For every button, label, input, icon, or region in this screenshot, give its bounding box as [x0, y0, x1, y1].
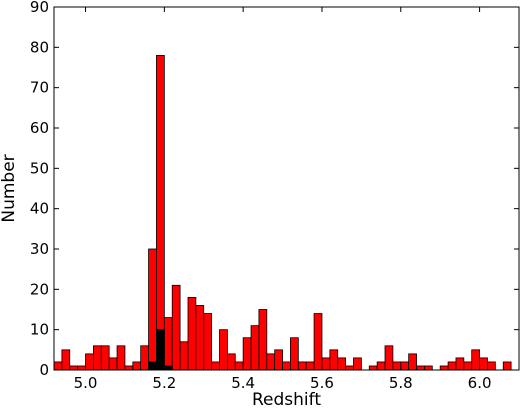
histogram-bar: [242, 337, 252, 371]
histogram-bar: [171, 284, 181, 371]
histogram-bar: [400, 361, 410, 371]
histogram-bar: [124, 365, 134, 371]
histogram-bar: [250, 325, 260, 371]
plot-frame: [53, 6, 520, 371]
histogram-bar: [163, 365, 173, 371]
histogram-bar: [463, 361, 473, 371]
y-tick-label: 90: [30, 0, 49, 16]
histogram-bar: [234, 361, 244, 371]
histogram-bar: [353, 357, 362, 371]
histogram-bar: [502, 361, 512, 371]
x-axis-label: Redshift: [252, 390, 321, 410]
x-tick-label: 5.6: [310, 374, 334, 392]
x-tick-label: 6.0: [468, 374, 492, 392]
histogram-bar: [203, 313, 213, 371]
y-axis-label: Number: [0, 154, 19, 222]
histogram-bar: [471, 349, 480, 371]
histogram-bar: [77, 365, 86, 371]
histogram-bar: [392, 361, 402, 371]
histogram-bar: [179, 341, 189, 371]
histogram-bar: [195, 305, 205, 371]
y-tick-label: 30: [30, 240, 49, 258]
y-tick-label: 10: [30, 321, 49, 339]
histogram-bar: [187, 296, 197, 371]
y-tick-label: 0: [39, 361, 49, 379]
histogram-bar: [148, 248, 157, 371]
histogram-bar: [266, 353, 276, 371]
histogram-bar: [487, 361, 496, 371]
x-tick-label: 5.8: [389, 374, 413, 392]
y-tick-label: 70: [30, 79, 49, 97]
histogram-bar: [274, 349, 283, 371]
histogram-bar: [148, 361, 157, 371]
x-tick-label: 5.4: [231, 374, 255, 392]
histogram-bar: [61, 349, 71, 371]
histogram-bar: [345, 365, 354, 371]
histogram-bar: [116, 345, 126, 371]
histogram-bar: [282, 361, 291, 371]
histogram-bar: [439, 365, 449, 371]
histogram-bar: [297, 361, 307, 371]
histogram-bar: [321, 357, 331, 371]
histogram-bar: [69, 365, 79, 371]
histogram-bar: [416, 365, 425, 371]
x-tick-label: 5.0: [74, 374, 98, 392]
y-tick-label: 20: [30, 280, 49, 298]
histogram-bar: [384, 345, 394, 371]
histogram-bar: [376, 361, 386, 371]
y-tick-label: 60: [30, 119, 49, 137]
histogram-bar: [447, 361, 457, 371]
histogram-bar: [85, 353, 94, 371]
histogram-bar: [408, 353, 417, 371]
histogram-bar: [337, 357, 347, 371]
histogram-bar: [156, 55, 165, 371]
histogram-bar: [163, 317, 173, 371]
histogram-bar: [313, 313, 323, 371]
histogram-bar: [108, 357, 118, 371]
histogram-bar: [219, 329, 228, 371]
histogram-bar: [368, 365, 378, 371]
histogram-bar: [290, 337, 299, 371]
axis-ticks: 5.0 5.2 5.4 5.6 5.8 6.0 0 10 20 30 40 50 60 70 80 90: [30, 0, 519, 392]
y-tick-label: 50: [30, 159, 49, 177]
histogram-bar: [258, 309, 268, 371]
histogram-bar: [305, 361, 315, 371]
x-tick-label: 5.2: [152, 374, 176, 392]
histogram-bar: [132, 361, 142, 371]
histogram-bar: [140, 345, 149, 371]
histogram-bar: [226, 353, 236, 371]
histogram-bar: [156, 329, 165, 371]
histogram-bar: [93, 345, 102, 371]
y-tick-label: 80: [30, 38, 49, 56]
histogram-bar: [211, 361, 220, 371]
histogram-bar: [329, 349, 339, 371]
histogram-bars: [53, 55, 512, 371]
y-tick-label: 40: [30, 200, 49, 218]
histogram-bar: [455, 357, 465, 371]
histogram-bar: [424, 365, 433, 371]
histogram-bar: [100, 345, 110, 371]
histogram-bar: [479, 357, 488, 371]
histogram-bar: [53, 361, 63, 371]
